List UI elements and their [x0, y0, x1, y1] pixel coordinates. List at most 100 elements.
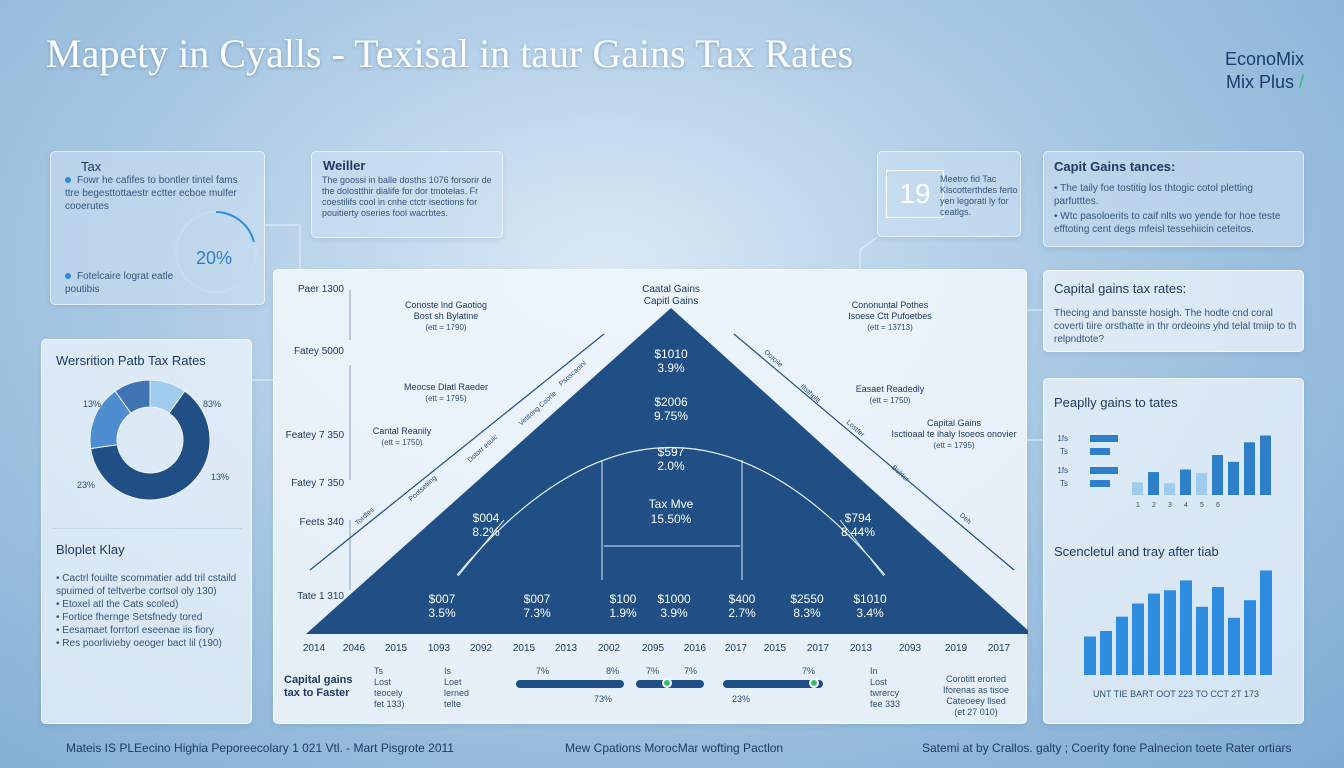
annotation-title: Capital Gains	[927, 418, 982, 428]
y-tick-label: Featey 7 350	[286, 430, 345, 441]
annotation-title: Cononuntal Pothes	[852, 300, 929, 310]
strip-col-d-text: Iforenas as tisoe	[942, 685, 1010, 695]
donut-chart: 13% 83% 23% 13%	[77, 380, 229, 501]
tax-mve-label: Tax Mve	[649, 497, 694, 511]
bar	[1244, 600, 1256, 675]
center-rate: 2.0%	[657, 459, 685, 473]
nineteen-number: 19	[886, 170, 944, 218]
bottom-value: $400	[729, 592, 756, 606]
bar	[1212, 587, 1224, 675]
nineteen-text: Meetro fid Tac Klscotterthdes ferto yen …	[940, 174, 1018, 217]
y-tick-label: Tate 1 310	[297, 591, 344, 602]
peak-label: Capitl Gains	[644, 296, 698, 307]
tax-panel: Tax Fowr he cafifes to bontler tintel fa…	[50, 151, 265, 305]
vbar	[1148, 472, 1159, 495]
hbar-label: 1fs	[1057, 466, 1068, 475]
tax-panel-footer-text: Fotelcaire lograt eatle poutibis	[65, 271, 174, 295]
guide-arrow	[457, 519, 505, 577]
brand-logo: EconoMix Mix Plus /	[1225, 48, 1304, 94]
bloplet-item-text: Cactrl fouilte scommatier add tril cstai…	[56, 573, 237, 597]
vbar	[1196, 472, 1207, 495]
bar	[1260, 570, 1272, 675]
weiller-title: Weiller	[323, 158, 366, 173]
capit-item-2: • Wtc pasoloerits to caif nlts wo yende …	[1054, 211, 1281, 235]
page-title: Mapety in Cyalls - Texisal in taur Gains…	[46, 31, 854, 76]
center-rate: 9.75%	[654, 409, 688, 423]
vbar	[1260, 435, 1271, 495]
bottom-value: $100	[610, 592, 637, 606]
slope-line	[309, 333, 605, 571]
bullet-icon	[65, 177, 71, 183]
slope-label: Psoscaoinl	[558, 360, 588, 388]
strip-col-a-text: fet 133)	[374, 699, 405, 709]
bottom-rate: 1.9%	[609, 606, 637, 620]
vbar-label: 3	[1168, 502, 1172, 509]
pyramid-shape	[306, 308, 1028, 634]
slope-label: Dotorr esuic	[467, 433, 500, 464]
bloplet-item: • Res poorlivieby oeoger bact lil (190)	[56, 638, 222, 649]
annotation-sub: Bost sh Bylatine	[414, 311, 479, 321]
tax-panel-text-content: Fowr he cafifes to bontler tintel fams t…	[65, 175, 238, 212]
hbar-label: Ts	[1060, 447, 1068, 456]
y-tick-label: Fatey 7 350	[291, 478, 344, 489]
percent-ring	[175, 211, 257, 293]
strip-col-c-text: Lost	[870, 677, 888, 687]
x-tick-label: 2093	[899, 643, 922, 654]
bullet-icon	[65, 273, 71, 279]
annotation-note: (ett = 1795)	[933, 441, 974, 450]
strip-bar-pct: 73%	[594, 694, 613, 704]
main-chart-panel: Paer 1300 Fatey 5000 Featey 7 350 Fatey 7 3…	[273, 269, 1028, 724]
bottom-value: $007	[429, 592, 456, 606]
vbar	[1228, 461, 1239, 495]
bottom-value: $007	[524, 592, 551, 606]
tax-panel-title: Tax	[81, 159, 102, 174]
center-value: $597	[658, 445, 685, 459]
footer-left: Mateis IS PLEecino Highia Peporeecolary …	[66, 741, 454, 755]
strip-marker-icon	[809, 678, 819, 688]
bloplet-item: • Cactrl fouilte scommatier add tril cst…	[56, 573, 237, 597]
weiller-text: The goossi in balle dosths 1076 forsorir…	[322, 175, 492, 218]
vbar	[1180, 469, 1191, 495]
x-tick-label: 2014	[303, 643, 326, 654]
strip-col-c-text: twrercy	[870, 688, 899, 698]
bottom-value: $1000	[657, 592, 691, 606]
bar	[1132, 603, 1144, 675]
vbar-label: 2	[1152, 502, 1156, 509]
annotation-note: (ett = 1795)	[425, 394, 466, 403]
bar	[1084, 636, 1096, 675]
annotation-note: (ett = 1790)	[425, 323, 466, 332]
x-tick-label: 2015	[764, 643, 787, 654]
tax-percent: 20%	[196, 248, 233, 268]
x-tick-label: 2015	[513, 643, 536, 654]
strip-col-a-text: Lost	[374, 677, 392, 687]
x-tick-label: 2013	[850, 643, 873, 654]
strip-progress-bar-1	[516, 680, 624, 688]
guide-arrow	[839, 519, 885, 577]
strip-progress-bar-3	[723, 678, 823, 688]
brand-line1: EconoMix	[1224, 49, 1304, 69]
annotation-sub: Isoese Ctt Pufoetbes	[848, 311, 932, 321]
bar	[1228, 617, 1240, 675]
bar	[1180, 580, 1192, 675]
hbar	[1090, 467, 1118, 474]
donut-slice	[114, 380, 151, 414]
strip-progress-bar-2	[636, 678, 704, 688]
main-pyramid-chart: Paer 1300 Fatey 5000 Featey 7 350 Fatey 7 3…	[286, 284, 1028, 654]
hbar	[1090, 435, 1118, 442]
vbar	[1164, 483, 1175, 495]
donut-label: 13%	[83, 399, 101, 409]
slope-label: Iltsthpltt	[799, 383, 822, 404]
donut-slice	[90, 390, 211, 501]
capit-title: Capit Gains tances:	[1054, 159, 1176, 174]
vbar	[1212, 455, 1223, 495]
annotation-title: Meocse Dlatl Raeder	[404, 382, 488, 392]
bottom-rate: 8.3%	[793, 606, 821, 620]
side-value: $794	[845, 511, 872, 525]
weiller-panel: Weiller The goossi in balle dosths 1076 …	[311, 151, 503, 238]
bloplet-item-text: Etoxel atl the Cats scoled)	[62, 599, 179, 610]
donut-label: 83%	[203, 399, 221, 409]
x-tick-label: 2015	[385, 643, 408, 654]
annotation-title: Easaet Readedly	[856, 384, 925, 394]
bar	[1148, 593, 1160, 675]
strip-col-c: In Lost twrercy fee 333	[870, 666, 910, 710]
